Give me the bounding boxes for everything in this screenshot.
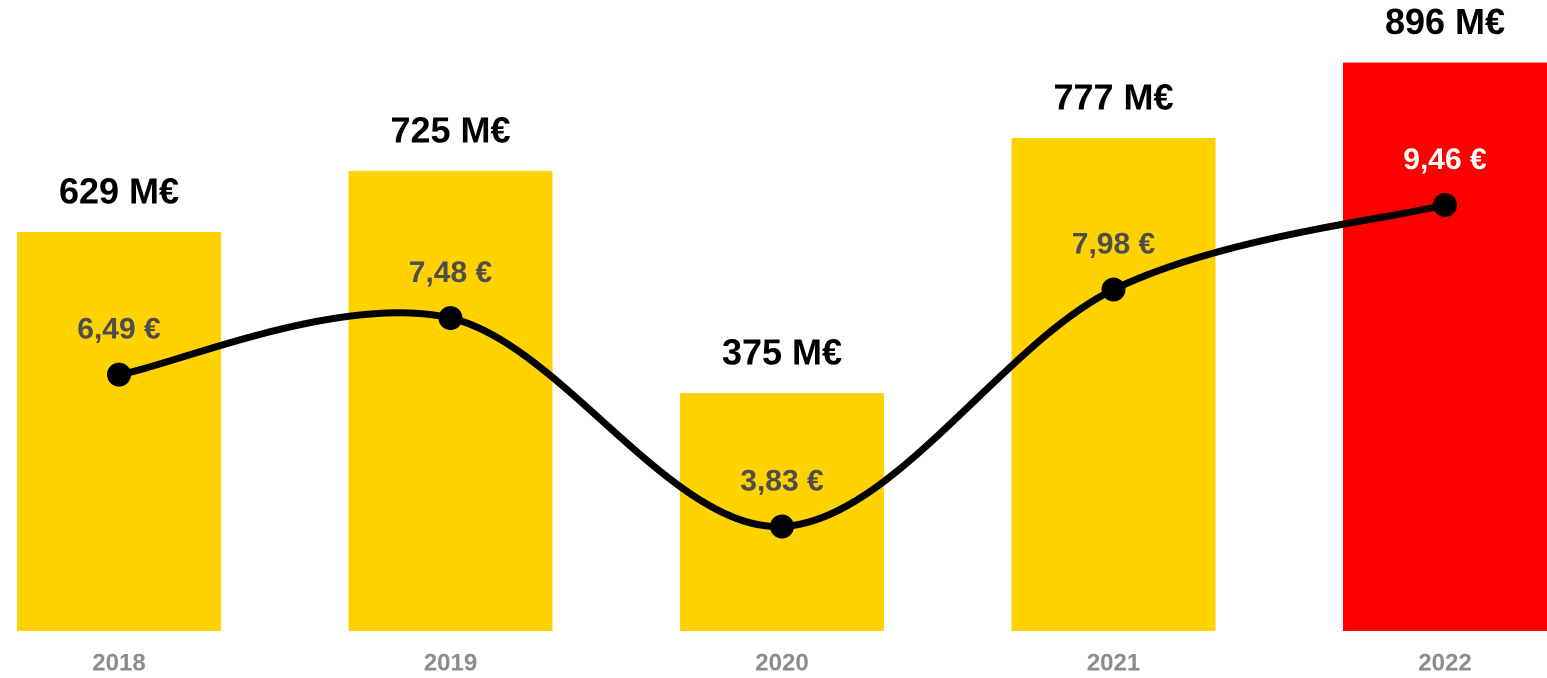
x-tick-label: 2018	[92, 649, 145, 676]
x-tick-label: 2021	[1087, 649, 1140, 676]
x-tick-label: 2020	[755, 649, 808, 676]
bar	[680, 393, 884, 631]
line-point	[107, 362, 131, 387]
line-point	[438, 306, 463, 331]
line-point	[1433, 193, 1457, 218]
bar-value-label: 629 M€	[59, 170, 179, 211]
bar	[348, 171, 553, 631]
x-tick-label: 2019	[424, 649, 477, 676]
line-value-label: 3,83 €	[740, 464, 824, 497]
bar-value-label: 725 M€	[390, 110, 510, 151]
bar-value-label: 896 M€	[1385, 1, 1505, 42]
x-tick-label: 2022	[1418, 649, 1471, 676]
bar	[1343, 62, 1547, 631]
line-value-label: 9,46 €	[1403, 143, 1487, 176]
line-point	[1101, 277, 1126, 302]
line-value-label: 6,49 €	[77, 313, 161, 346]
bar	[17, 231, 221, 631]
line-value-label: 7,98 €	[1072, 227, 1156, 260]
line-point	[770, 514, 794, 539]
bar-value-label: 375 M€	[722, 332, 842, 373]
line-value-label: 7,48 €	[409, 256, 493, 289]
bar	[1011, 138, 1216, 631]
bar-value-label: 777 M€	[1053, 77, 1173, 118]
